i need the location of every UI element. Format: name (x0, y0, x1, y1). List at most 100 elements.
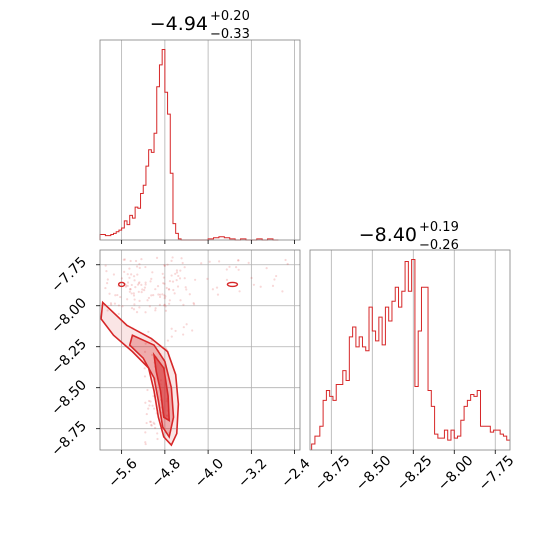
scatter-point (138, 306, 141, 309)
scatter-point (119, 295, 122, 299)
scatter-point (162, 282, 165, 285)
scatter-point (133, 298, 136, 301)
scatter-point (183, 277, 186, 280)
scatter-point (237, 259, 240, 262)
scatter-point (144, 441, 147, 444)
scatter-point (150, 277, 153, 280)
scatter-point (144, 442, 147, 446)
scatter-point (163, 303, 166, 306)
scatter-point (181, 261, 184, 265)
scatter-point (133, 303, 136, 306)
scatter-point (158, 303, 161, 306)
title-y-value: −8.40 (359, 224, 417, 246)
scatter-point (153, 422, 156, 426)
scatter-point (200, 262, 203, 265)
scatter-point (124, 285, 128, 288)
scatter-point (126, 284, 129, 288)
x-tick-label-4: −2.4 (278, 456, 313, 491)
scatter-point (174, 272, 177, 275)
scatter-point (126, 273, 129, 276)
scatter-point (113, 302, 117, 305)
scatter-point (161, 272, 164, 276)
scatter-point (129, 288, 132, 291)
scatter-point (151, 353, 154, 356)
scatter-point (145, 412, 148, 416)
scatter-point (225, 278, 229, 281)
scatter-point (147, 330, 150, 333)
grid-y-hist (330, 250, 496, 450)
scatter-point (110, 303, 113, 306)
scatter-point (132, 294, 136, 297)
scatter-point (134, 286, 137, 289)
scatter-point (236, 259, 240, 262)
scatter-point (191, 329, 194, 332)
scatter-point (154, 288, 157, 291)
scatter-point (156, 432, 159, 435)
title-x-value: −4.94 (150, 13, 208, 35)
scatter-point (168, 302, 171, 305)
scatter-point (149, 280, 152, 283)
scatter-point (237, 268, 240, 271)
scatter-point (132, 292, 135, 295)
scatter-point (168, 288, 171, 291)
scatter-point (286, 262, 289, 266)
scatter-point (170, 327, 173, 330)
scatter-point (163, 264, 166, 267)
scatter-point (147, 399, 151, 403)
scatter-point (126, 281, 130, 284)
scatter-point (143, 367, 146, 370)
x-tick-label-0: −8.75 (312, 453, 354, 495)
scatter-point (238, 290, 241, 293)
scatter-point (150, 424, 153, 427)
scatter-point (128, 290, 131, 293)
scatter-point (120, 277, 124, 280)
scatter-point (108, 292, 111, 295)
scatter-point (182, 333, 185, 336)
scatter-point (136, 273, 139, 276)
scatter-point (144, 342, 147, 345)
scatter-point (163, 297, 166, 300)
x-tick-label-1: −8.50 (353, 453, 395, 495)
y-tick-label-0: −7.75 (48, 254, 90, 296)
scatter-point (144, 401, 147, 404)
scatter-point (180, 257, 183, 260)
scatter-point (175, 269, 179, 272)
x-ticks-bottom-left: −5.6 −4.8 −4.0 −3.2 −2.4 (105, 450, 314, 491)
scatter-point (250, 276, 253, 280)
marginal-histogram-y: −8.75 −8.50 −8.25 −8.00 −7.75 −8.40 +0.19 −0… (309, 220, 517, 495)
scatter-point (105, 270, 108, 273)
scatter-point (211, 288, 214, 291)
scatter-point (156, 284, 160, 288)
scatter-point (182, 326, 185, 329)
scatter-point (140, 283, 143, 286)
scatter-point (178, 277, 182, 280)
scatter-point (228, 265, 231, 268)
scatter-point (234, 266, 238, 269)
scatter-point (143, 286, 147, 289)
scatter-point (164, 305, 167, 308)
title-y-sup: +0.19 (419, 220, 459, 235)
scatter-point (171, 256, 174, 259)
scatter-point (137, 290, 140, 293)
scatter-point (165, 286, 168, 290)
contour-inner (152, 351, 171, 422)
scatter-point (135, 265, 139, 268)
x-tick-label-2: −8.25 (394, 453, 436, 495)
scatter-point (179, 299, 182, 302)
scatter-point (218, 260, 221, 263)
scatter-point (167, 288, 170, 291)
scatter-point (170, 335, 173, 338)
scatter-point (114, 294, 117, 297)
scatter-point (168, 279, 172, 283)
scatter-point (175, 279, 178, 282)
scatter-point (130, 292, 133, 295)
contour-island-left (117, 281, 126, 288)
scatter-point (168, 299, 171, 302)
scatter-point (163, 282, 166, 285)
scatter-point (148, 420, 152, 423)
scatter-point (152, 421, 155, 424)
scatter-point (116, 293, 119, 297)
scatter-point (275, 274, 278, 278)
scatter-point (163, 304, 166, 307)
